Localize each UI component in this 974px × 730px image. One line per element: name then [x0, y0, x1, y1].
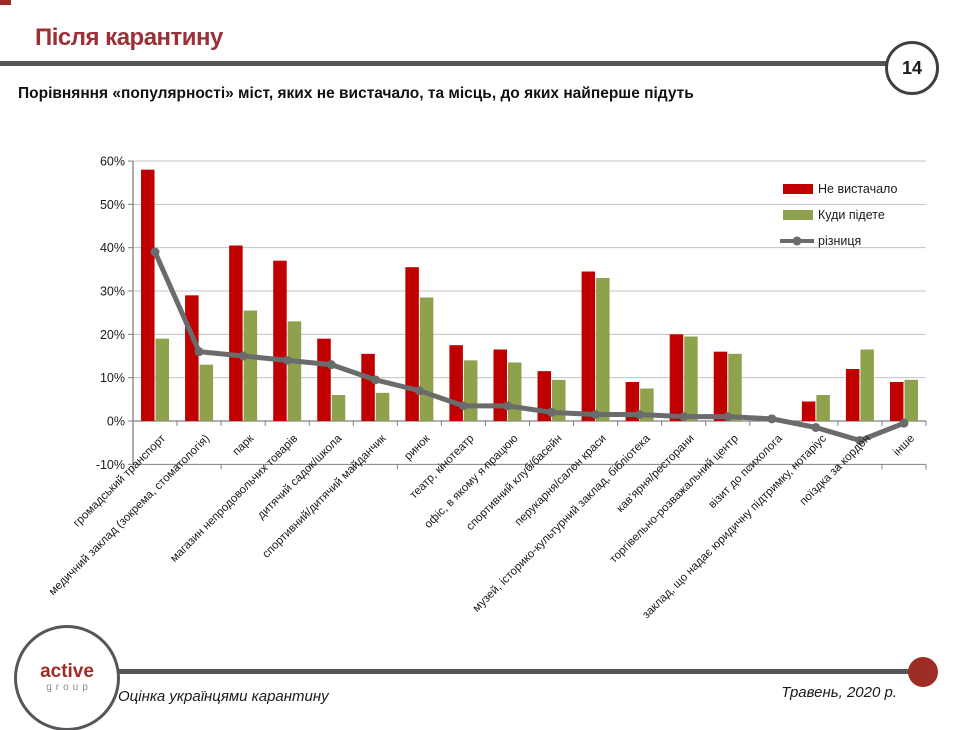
- logo-text-group: group: [46, 681, 92, 693]
- difference-marker: [591, 410, 601, 420]
- chart-subtitle: Порівняння «популярності» міст, яких не …: [18, 85, 694, 102]
- difference-marker: [547, 407, 557, 417]
- difference-marker: [502, 401, 512, 411]
- page-number: 14: [901, 57, 923, 78]
- bar-ne-vystachalo: [405, 267, 419, 421]
- bar-ne-vystachalo: [713, 351, 728, 421]
- bar-kudy-pidete: [904, 379, 918, 421]
- difference-marker: [811, 422, 821, 432]
- difference-marker: [282, 355, 292, 365]
- bar-kudy-pidete: [860, 349, 874, 421]
- y-axis-tick-label: 50%: [100, 198, 125, 212]
- y-axis-tick-label: 40%: [100, 241, 125, 255]
- difference-marker: [899, 418, 909, 428]
- bar-ne-vystachalo: [493, 349, 507, 421]
- bar-ne-vystachalo: [449, 345, 463, 421]
- difference-marker: [238, 351, 248, 361]
- bar-kudy-pidete: [199, 364, 214, 421]
- bar-kudy-pidete: [507, 362, 522, 421]
- difference-marker: [458, 401, 468, 411]
- x-axis-category-label: перукарня/салон краси: [513, 433, 609, 529]
- page-number-badge: 14: [885, 41, 939, 95]
- bar-ne-vystachalo: [889, 382, 904, 421]
- footer-caption-right: Травень, 2020 р.: [781, 684, 897, 701]
- bar-ne-vystachalo: [185, 295, 199, 421]
- bar-ne-vystachalo: [273, 260, 287, 421]
- y-axis-tick-label: 0%: [107, 415, 125, 429]
- footer-divider: [100, 669, 920, 674]
- bar-line-chart: -10% 0% 10% 20% 30% 40% 50% 60% громадський тран…: [47, 155, 927, 621]
- bar-kudy-pidete: [155, 338, 170, 421]
- bar-kudy-pidete: [463, 360, 478, 421]
- legend-swatch: [783, 184, 813, 194]
- logo-text-active: active: [40, 660, 94, 682]
- y-axis-tick-label: 10%: [100, 371, 125, 385]
- difference-marker: [635, 410, 645, 420]
- slide-title: Після карантину: [35, 24, 223, 51]
- legend-label: різниця: [818, 234, 861, 248]
- x-axis-category-label: медичний заклад (зокрема, стоматологія): [47, 433, 213, 599]
- difference-marker: [150, 247, 160, 257]
- footer-dot-icon: [908, 657, 938, 687]
- difference-marker: [723, 412, 733, 422]
- bar-kudy-pidete: [728, 353, 742, 421]
- y-axis-tick-label: 30%: [100, 285, 125, 299]
- header-divider: [0, 61, 887, 66]
- x-axis-category-label: ринок: [402, 432, 433, 463]
- bar-kudy-pidete: [287, 321, 302, 421]
- bar-ne-vystachalo: [581, 271, 596, 421]
- x-axis-category-label: громадський транспорт: [71, 432, 168, 529]
- difference-marker: [326, 360, 336, 370]
- corner-accent-mark: [0, 0, 11, 5]
- bar-ne-vystachalo: [625, 382, 640, 421]
- bar-ne-vystachalo: [801, 401, 816, 421]
- active-group-logo: active group: [14, 625, 120, 730]
- x-axis-category-label: візит до психолога: [707, 432, 786, 511]
- difference-marker: [414, 386, 424, 396]
- bar-ne-vystachalo: [361, 353, 375, 421]
- bar-kudy-pidete: [243, 310, 258, 421]
- legend-swatch: [783, 210, 813, 220]
- x-axis-category-label: дитячий садок/школа: [255, 432, 344, 521]
- bar-kudy-pidete: [419, 297, 434, 421]
- y-axis-tick-label: 20%: [100, 328, 125, 342]
- bar-ne-vystachalo: [141, 169, 155, 421]
- x-axis-category-label: інше: [891, 433, 917, 459]
- bar-kudy-pidete: [816, 395, 830, 421]
- difference-marker: [370, 375, 380, 385]
- y-axis-tick-label: -10%: [96, 458, 125, 472]
- bar-ne-vystachalo: [229, 245, 243, 421]
- bar-kudy-pidete: [375, 392, 390, 421]
- x-axis-category-label: кав’ярня/ресторани: [615, 433, 697, 515]
- x-axis-category-label: парк: [231, 432, 257, 458]
- legend-line-marker: [792, 236, 802, 246]
- difference-marker: [194, 347, 204, 357]
- legend-label: Не вистачало: [818, 182, 897, 196]
- difference-marker: [767, 414, 777, 424]
- bar-ne-vystachalo: [669, 334, 684, 421]
- bar-ne-vystachalo: [317, 338, 331, 421]
- bar-kudy-pidete: [596, 278, 610, 421]
- footer-caption-left: Оцінка українцями карантину: [118, 688, 329, 705]
- difference-marker: [679, 412, 689, 422]
- difference-marker: [855, 435, 865, 445]
- bar-kudy-pidete: [331, 395, 346, 421]
- bar-kudy-pidete: [684, 336, 698, 421]
- legend-label: Куди підете: [818, 208, 885, 222]
- y-axis-tick-label: 60%: [100, 155, 125, 169]
- bar-ne-vystachalo: [845, 369, 860, 421]
- difference-line: [152, 251, 905, 443]
